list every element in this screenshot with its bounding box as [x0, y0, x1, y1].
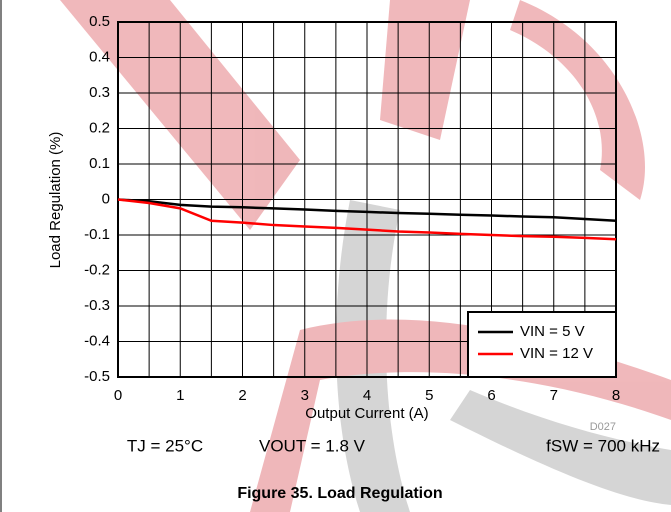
caption: Figure 35. Load Regulation: [237, 485, 442, 502]
x-tick-label: 4: [363, 387, 371, 404]
y-axis-label: Load Regulation (%): [47, 132, 64, 269]
y-tick-label: 0.5: [89, 13, 110, 30]
legend-label: VIN = 12 V: [520, 345, 593, 362]
y-tick-label: 0.1: [89, 155, 110, 172]
x-tick-label: 0: [114, 387, 122, 404]
figure-id: D027: [590, 421, 616, 433]
y-tick-label: -0.1: [84, 226, 110, 243]
legend-box: [467, 311, 617, 378]
x-tick-label: 5: [425, 387, 433, 404]
y-tick-label: -0.2: [84, 261, 110, 278]
legend-label: VIN = 5 V: [520, 323, 585, 340]
annotation: TJ = 25°C: [127, 436, 203, 455]
annotation: fSW = 700 kHz: [546, 436, 660, 455]
y-tick-label: -0.5: [84, 368, 110, 385]
x-tick-label: 2: [238, 387, 246, 404]
y-tick-label: -0.3: [84, 297, 110, 314]
x-tick-label: 8: [612, 387, 620, 404]
y-tick-label: -0.4: [84, 332, 110, 349]
x-axis-label: Output Current (A): [305, 405, 428, 422]
y-tick-label: 0: [102, 190, 110, 207]
series-line: [117, 198, 617, 223]
x-tick-label: 6: [487, 387, 495, 404]
series-line: [117, 198, 617, 241]
x-tick-label: 3: [301, 387, 309, 404]
annotation: VOUT = 1.8 V: [259, 436, 366, 455]
y-tick-label: 0.3: [89, 84, 110, 101]
x-tick-label: 1: [176, 387, 184, 404]
watermark: [60, 0, 671, 512]
y-tick-label: 0.2: [89, 119, 110, 136]
y-tick-label: 0.4: [89, 48, 110, 65]
x-tick-label: 7: [550, 387, 558, 404]
